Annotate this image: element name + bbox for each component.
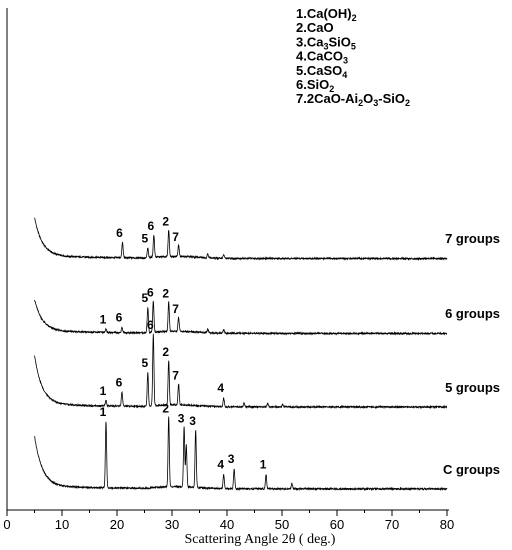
peak-label: 6 [116, 376, 123, 390]
legend-subscript: 2 [352, 13, 357, 23]
legend: 1.Ca(OH)22.CaO3.Ca3SiO54.CaCO35.CaSO46.S… [296, 6, 410, 108]
peak-label: 6 [147, 318, 154, 332]
legend-text-run: O [363, 91, 373, 106]
legend-text-run: 5.CaSO [296, 63, 342, 78]
peak-label: 1 [260, 458, 267, 472]
peak-label: 7 [172, 302, 179, 316]
x-tick-label: 10 [55, 517, 69, 532]
axes: 0 10 20 30 40 50 60 70 80 [3, 8, 454, 532]
legend-text-run: 6.SiO [296, 77, 329, 92]
series-labels: 7 groups 6 groups 5 groups C groups [443, 231, 500, 477]
peak-label: 2 [162, 287, 169, 301]
peak-label: 2 [162, 345, 169, 359]
x-axis-title: Scattering Angle 2θ ( deg.) [185, 532, 336, 547]
series-label: 7 groups [445, 231, 500, 246]
series-label: 6 groups [445, 306, 500, 321]
peak-label: 6 [116, 311, 123, 325]
x-tick-label: 0 [3, 517, 10, 532]
legend-text-run: 2.CaO [296, 20, 334, 35]
peak-label: 3 [178, 411, 185, 425]
legend-entry: 7.2CaO-Ai2O3-SiO2 [296, 91, 410, 108]
series-trace [34, 416, 448, 492]
legend-subscript: 2 [358, 98, 363, 108]
legend-entry: 4.CaCO3 [296, 49, 348, 66]
peak-label: 1 [100, 384, 107, 398]
peak-label: 4 [217, 458, 224, 472]
diffraction-traces [34, 217, 448, 492]
peak-label: 1 [100, 405, 107, 419]
legend-entry: 5.CaSO4 [296, 63, 347, 80]
peak-label: 3 [228, 452, 235, 466]
legend-subscript: 2 [329, 84, 334, 94]
legend-subscript: 3 [373, 98, 378, 108]
x-tick-label: 50 [275, 517, 289, 532]
x-tick-label: 40 [220, 517, 234, 532]
x-tick-label: 60 [330, 517, 344, 532]
legend-text-run: 1.Ca(OH) [296, 6, 352, 21]
peak-label: 3 [189, 414, 196, 428]
x-tick-label: 30 [165, 517, 179, 532]
legend-text-run: SiO [328, 34, 350, 49]
legend-subscript: 5 [351, 41, 356, 51]
peak-label: 5 [141, 356, 148, 370]
legend-subscript: 3 [343, 56, 348, 66]
legend-text-run: -SiO [378, 91, 405, 106]
legend-entry: 3.Ca3SiO5 [296, 34, 356, 51]
legend-text-run: 7.2CaO-Ai [296, 91, 358, 106]
peak-label: 2 [162, 215, 169, 229]
peak-label: 5 [141, 291, 148, 305]
series-trace [34, 299, 448, 336]
peak-label: 5 [141, 231, 148, 245]
series-label: 5 groups [445, 380, 500, 395]
series-trace [34, 217, 448, 261]
peak-label: 6 [148, 219, 155, 233]
peak-label: 1 [100, 313, 107, 327]
x-tick-label: 20 [110, 517, 124, 532]
x-tick-label: 80 [440, 517, 454, 532]
legend-text-run: 4.CaCO [296, 49, 343, 64]
peak-label: 7 [172, 230, 179, 244]
peak-label: 4 [217, 381, 224, 395]
legend-entry: 1.Ca(OH)2 [296, 6, 357, 23]
legend-subscript: 4 [342, 70, 347, 80]
peak-label: 7 [172, 369, 179, 383]
series-trace [34, 333, 448, 410]
legend-text-run: 3.Ca [296, 34, 324, 49]
peak-label: 2 [162, 402, 169, 416]
legend-subscript: 3 [323, 41, 328, 51]
peak-label: 6 [116, 226, 123, 240]
legend-subscript: 2 [405, 98, 410, 108]
peak-label: 6 [147, 285, 154, 299]
series-label: C groups [443, 462, 500, 477]
x-tick-label: 70 [385, 517, 399, 532]
legend-entry: 2.CaO [296, 20, 334, 35]
legend-entry: 6.SiO2 [296, 77, 334, 94]
